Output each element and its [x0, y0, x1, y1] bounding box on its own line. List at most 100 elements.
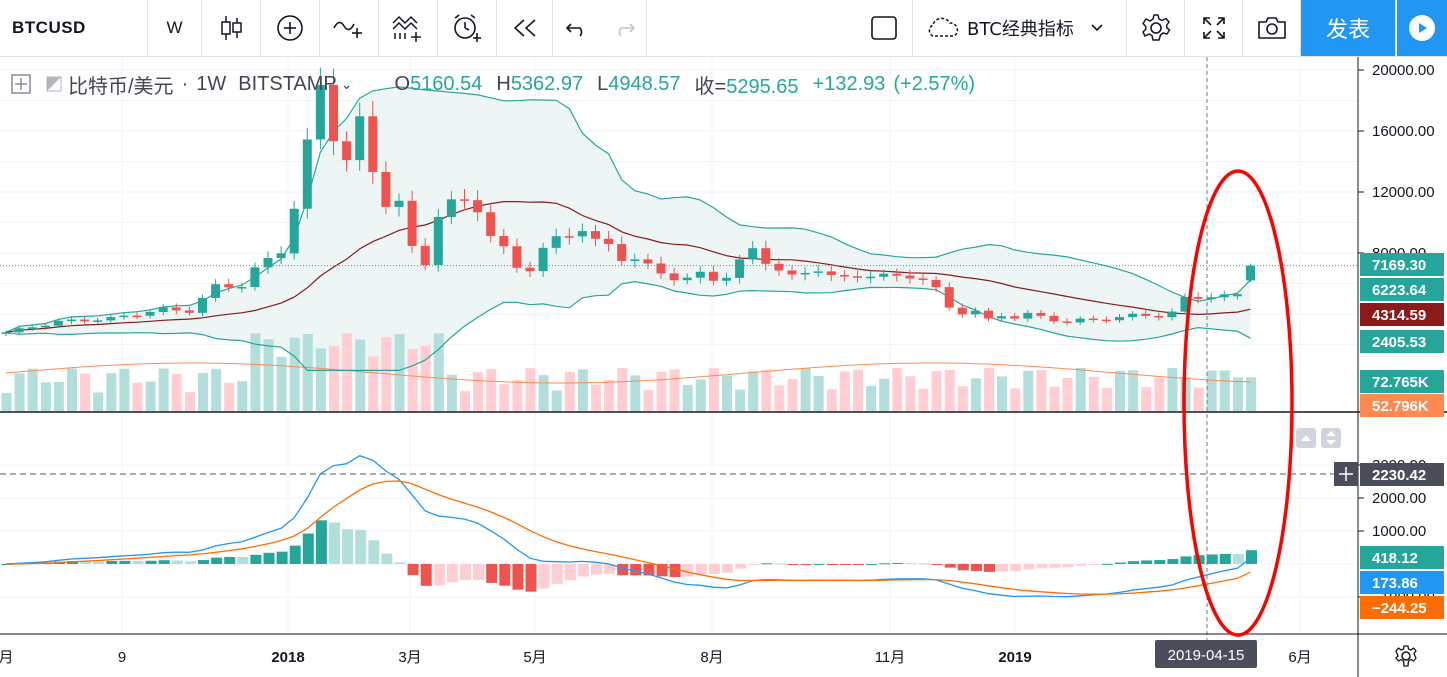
- interval-button[interactable]: W: [148, 0, 202, 56]
- square-icon: [870, 16, 897, 40]
- macd-histogram-bar: [433, 564, 445, 586]
- volume-bar: [263, 339, 274, 411]
- symbol-search[interactable]: BTCUSD: [0, 0, 148, 56]
- replay-button[interactable]: [497, 0, 553, 56]
- candle-body: [879, 273, 889, 277]
- financials-button[interactable]: [379, 0, 438, 56]
- candle-body: [93, 320, 103, 322]
- volume-bar: [656, 371, 667, 411]
- volume-bar: [1036, 370, 1047, 411]
- macd-histogram-bar: [420, 564, 432, 586]
- legend-low: L4948.57: [597, 72, 681, 95]
- volume-bar: [106, 373, 117, 411]
- snapshot-button[interactable]: [1243, 0, 1301, 56]
- macd-histogram-bar: [1049, 564, 1061, 568]
- candle-body: [525, 267, 535, 272]
- volume-ma-line: [5, 362, 1251, 384]
- undo-button[interactable]: [553, 0, 601, 56]
- chart-type-button[interactable]: [202, 0, 261, 56]
- crosshair-plus-button[interactable]: [1334, 462, 1358, 486]
- candle-body: [27, 327, 37, 329]
- layout-button[interactable]: [855, 0, 913, 56]
- volume-bar: [250, 333, 261, 411]
- macd-histogram-bar: [407, 564, 419, 576]
- price-badge-text: 72.765K: [1372, 374, 1429, 391]
- macd-tick-label: 2000.00: [1372, 490, 1426, 507]
- macd-histogram-bar: [368, 540, 380, 564]
- macd-histogram-bar: [67, 561, 78, 564]
- macd-histogram-bar: [931, 564, 943, 565]
- candle-body: [106, 317, 116, 321]
- fullscreen-button[interactable]: [1185, 0, 1243, 56]
- volume-bar: [1115, 370, 1125, 411]
- compare-button[interactable]: [261, 0, 320, 56]
- macd-histogram-bar: [315, 520, 327, 564]
- legend-symbol-name[interactable]: 比特币/美元: [68, 75, 174, 98]
- pane-move-up-button[interactable]: [1296, 428, 1316, 448]
- candle-body: [433, 216, 443, 265]
- macd-histogram-bar: [748, 564, 760, 565]
- volume-bar: [14, 373, 25, 411]
- candle-body: [604, 238, 614, 245]
- candle-body: [171, 307, 181, 311]
- volume-bar: [761, 369, 772, 411]
- chart-settings-icon[interactable]: [1395, 645, 1417, 667]
- candle-body: [355, 116, 365, 161]
- settings-button[interactable]: [1127, 0, 1185, 56]
- volume-bar: [329, 345, 339, 411]
- time-tick-label: 3月: [398, 649, 421, 666]
- candle-body: [682, 277, 692, 281]
- publish-button[interactable]: 发表: [1301, 0, 1396, 56]
- indicator-add-icon: [333, 21, 362, 38]
- candle-body: [918, 278, 928, 280]
- time-tick-label: 9: [118, 649, 126, 666]
- candle-body: [669, 273, 679, 281]
- volume-bar: [224, 383, 235, 411]
- indicator-template-select[interactable]: BTC经典指标: [913, 0, 1127, 56]
- pane-move-down-button[interactable]: [1321, 428, 1341, 448]
- macd-histogram-bar: [630, 564, 642, 576]
- indicators-button[interactable]: [320, 0, 379, 56]
- expand-icon[interactable]: [10, 73, 32, 95]
- volume-bar: [748, 371, 759, 411]
- macd-histogram-bar: [866, 563, 878, 565]
- indicator-template-label: BTC经典指标: [967, 19, 1074, 40]
- volume-bar: [970, 378, 981, 411]
- candle-body: [787, 270, 797, 275]
- macd-histogram-bar: [800, 564, 812, 565]
- candle-body: [224, 284, 234, 288]
- candle-body: [289, 208, 299, 254]
- macd-histogram-bar: [944, 564, 956, 568]
- volume-bar: [918, 388, 929, 411]
- macd-histogram-bar: [512, 564, 524, 590]
- macd-histogram-bar: [145, 560, 157, 564]
- legend-exchange-caret[interactable]: ⌄: [340, 75, 353, 92]
- candlestick-series: [1, 67, 1255, 337]
- candle-body: [997, 316, 1007, 319]
- macd-tick-label: 1000.00: [1372, 523, 1426, 540]
- candle-body: [1088, 318, 1098, 321]
- price-tick-label: 20000.00: [1372, 62, 1435, 79]
- candle-body: [1232, 294, 1242, 297]
- volume-bar: [1101, 387, 1112, 411]
- plus-circle-icon: [277, 15, 303, 41]
- candle-body: [1010, 316, 1020, 319]
- alert-button[interactable]: [438, 0, 497, 56]
- redo-button[interactable]: [601, 0, 647, 56]
- time-axis[interactable]: 月 9 2018 3月 5月 8月 11月 2019 6月: [0, 649, 1312, 666]
- candle-body: [957, 307, 967, 315]
- volume-bar: [132, 382, 143, 411]
- macd-histogram-bar: [1062, 564, 1074, 568]
- macd-badge: [1360, 596, 1444, 619]
- legend-exchange[interactable]: BITSTAMP: [238, 72, 337, 95]
- candle-body: [826, 271, 836, 276]
- play-button[interactable]: [1396, 0, 1447, 56]
- macd-histogram-bar: [538, 564, 550, 589]
- macd-histogram-bar: [853, 564, 864, 565]
- macd-histogram-bar: [1128, 561, 1140, 564]
- volume-bar: [1023, 370, 1034, 411]
- volume-bar: [538, 375, 549, 411]
- macd-histogram-bar: [918, 563, 930, 565]
